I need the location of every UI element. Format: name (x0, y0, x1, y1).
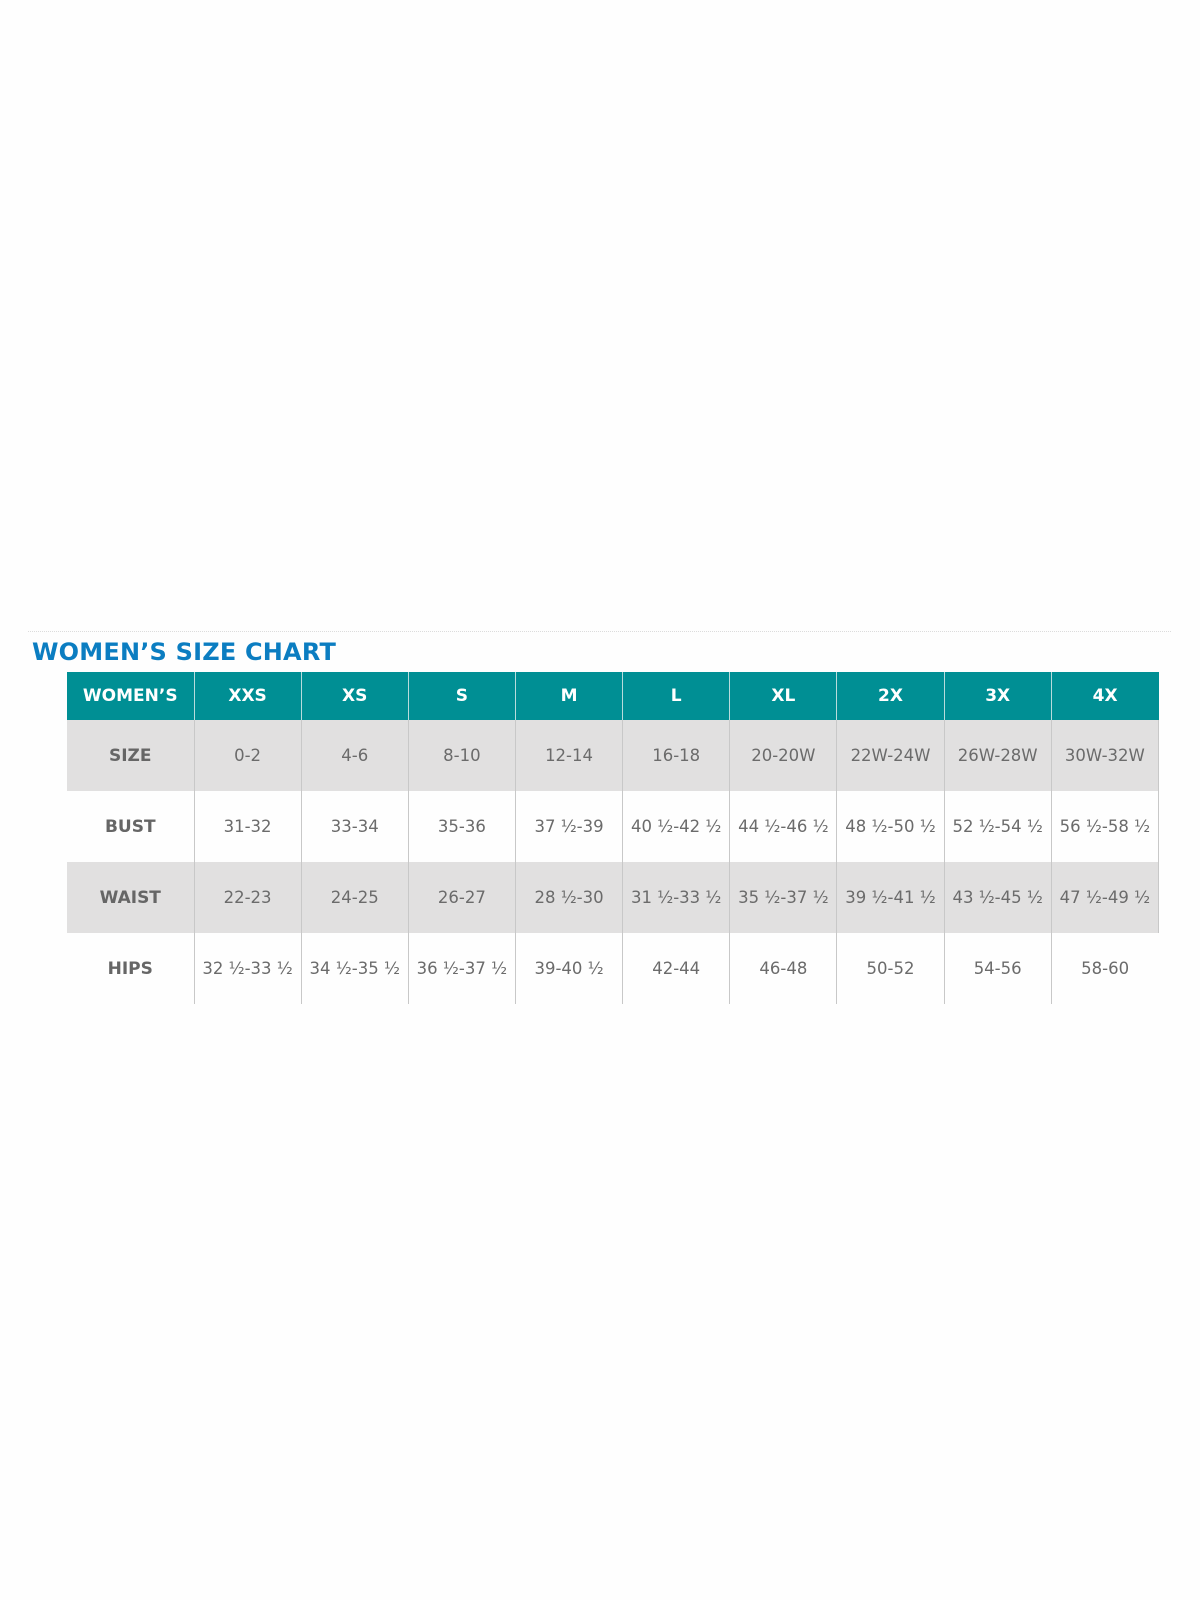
table-cell: 54-56 (943, 933, 1052, 1004)
table-cell: 36 ½-37 ½ (407, 933, 516, 1004)
table-cell: 47 ½-49 ½ (1050, 862, 1160, 933)
table-cell: 40 ½-42 ½ (622, 791, 730, 862)
table-cell: 31 ½-33 ½ (622, 862, 730, 933)
size-chart-table: WOMEN’S XXS XS S M L XL 2X 3X 4X SIZE 0-2 4-6 8-10 12… (67, 672, 1160, 1004)
row-label: SIZE (67, 720, 194, 791)
table-cell: 0-2 (193, 720, 302, 791)
table-cell: 46-48 (729, 933, 837, 1004)
table-row-size: SIZE 0-2 4-6 8-10 12-14 16-18 20-20W 22W-24W 26W… (67, 720, 1160, 791)
table-cell: 33-34 (300, 791, 409, 862)
header-size: XXS (193, 672, 302, 720)
table-cell: 43 ½-45 ½ (943, 862, 1052, 933)
row-label: BUST (104, 816, 156, 837)
header-size: 3X (943, 672, 1052, 720)
header-category: WOMEN’S (67, 672, 194, 720)
row-label: HIPS (107, 958, 153, 979)
table-cell: 39-40 ½ (514, 933, 623, 1004)
table-cell: 12-14 (514, 720, 623, 791)
table-cell: 16-18 (622, 720, 730, 791)
table-cell: 48 ½-50 ½ (836, 791, 945, 862)
table-row-hips: HIPS 32 ½-33 ½ 34 ½-35 ½ 36 ½-37 ½ 39-40 ½ 42… (67, 933, 1159, 1004)
table-cell: 20-20W (729, 720, 837, 791)
table-cell: 4-6 (300, 720, 409, 791)
table-cell: 52 ½-54 ½ (943, 791, 1052, 862)
header-size: S (407, 672, 516, 720)
table-cell: 58-60 (1050, 933, 1159, 1004)
table-cell: 37 ½-39 (514, 791, 623, 862)
table-cell: 26-27 (407, 862, 516, 933)
table-row-bust: BUST 31-32 33-34 35-36 37 ½-39 40 ½-42 ½ 44 ½-… (67, 791, 1160, 862)
table-cell: 26W-28W (943, 720, 1052, 791)
table-cell: 22-23 (193, 862, 302, 933)
table-cell: 8-10 (407, 720, 516, 791)
row-label: WAIST (67, 862, 194, 933)
header-row: WOMEN’S XXS XS S M L XL 2X 3X 4X (67, 672, 1159, 720)
header-size: 4X (1050, 672, 1159, 720)
table-cell: 22W-24W (836, 720, 945, 791)
table-row-waist: WAIST 22-23 24-25 26-27 28 ½-30 31 ½-33 ½ 35 ½… (67, 862, 1160, 933)
table-cell: 56 ½-58 ½ (1050, 791, 1160, 862)
table-cell: 30W-32W (1050, 720, 1160, 791)
header-size: L (622, 672, 730, 720)
page-title: WOMEN’S SIZE CHART (32, 638, 337, 666)
dotted-divider (28, 631, 1171, 632)
table-cell: 42-44 (622, 933, 730, 1004)
table-cell: 35-36 (407, 791, 516, 862)
table-cell: 31-32 (193, 791, 302, 862)
table-cell: 44 ½-46 ½ (729, 791, 837, 862)
header-size: XL (729, 672, 837, 720)
header-size: XS (300, 672, 409, 720)
table-cell: 24-25 (300, 862, 409, 933)
table-cell: 39 ½-41 ½ (836, 862, 945, 933)
table-cell: 50-52 (836, 933, 945, 1004)
header-size: 2X (836, 672, 945, 720)
table-cell: 35 ½-37 ½ (729, 862, 837, 933)
table-cell: 32 ½-33 ½ (193, 933, 302, 1004)
header-size: M (514, 672, 623, 720)
table-cell: 34 ½-35 ½ (300, 933, 409, 1004)
table-cell: 28 ½-30 (514, 862, 623, 933)
